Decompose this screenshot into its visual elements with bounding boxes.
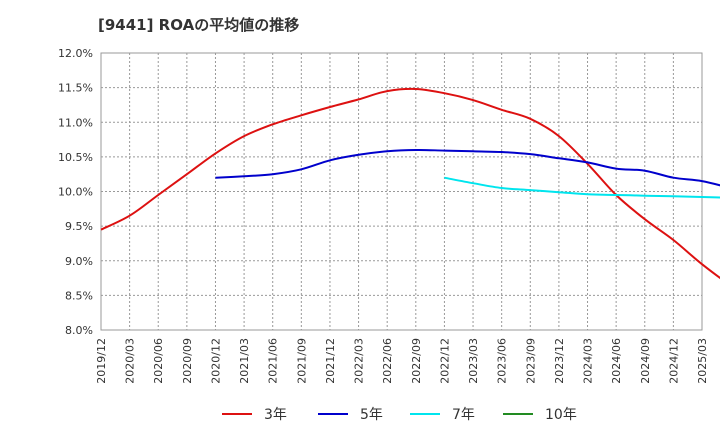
series-line (100, 87, 720, 280)
x-tick-label: 2022/09 (410, 338, 423, 384)
legend-label: 5年 (360, 407, 383, 423)
x-tick-label: 2024/06 (610, 338, 623, 384)
y-tick-label: 8.5% (65, 289, 93, 302)
x-tick-label: 2021/09 (295, 338, 308, 384)
legend-label: 3年 (264, 407, 287, 423)
y-tick-label: 10.5% (58, 151, 93, 164)
x-tick-label: 2021/06 (267, 338, 280, 384)
legend: 3年 5年 7年 10年 (222, 407, 577, 423)
x-tick-label: 2021/12 (324, 338, 337, 384)
x-tick-label: 2023/03 (467, 338, 480, 384)
series-line (215, 148, 720, 187)
y-tick-label: 11.0% (58, 116, 93, 129)
chart-title: [9441] ROAの平均値の推移 (98, 16, 300, 34)
y-tick-label: 12.0% (58, 47, 93, 60)
x-tick-label: 2021/03 (238, 338, 251, 384)
x-tick-label: 2023/12 (553, 338, 566, 384)
legend-item: 3年 (222, 407, 287, 423)
y-tick-label: 10.0% (58, 186, 93, 199)
legend-item: 7年 (410, 407, 475, 423)
x-tick-label: 2023/09 (524, 338, 537, 384)
x-tick-label: 2020/06 (152, 338, 165, 384)
y-tick-labels: 8.0% 8.5% 9.0% 9.5% 10.0% 10.5% 11.0% 11.5% 12.0… (58, 47, 93, 337)
x-tick-label: 2024/03 (582, 338, 595, 384)
x-tick-label: 2024/09 (639, 338, 652, 384)
grid-lines (101, 53, 702, 330)
x-tick-label: 2024/12 (667, 338, 680, 384)
x-tick-label: 2022/12 (438, 338, 451, 384)
x-tick-label: 2022/03 (353, 338, 366, 384)
x-tick-labels: 2019/12 2020/03 2020/06 2020/09 2020/12 2021/… (95, 338, 709, 384)
y-tick-label: 8.0% (65, 324, 93, 337)
legend-label: 10年 (545, 407, 577, 423)
x-tick-label: 2022/06 (381, 338, 394, 384)
x-tick-label: 2020/09 (181, 338, 194, 384)
y-tick-label: 9.5% (65, 220, 93, 233)
x-tick-label: 2023/06 (496, 338, 509, 384)
legend-item: 5年 (318, 407, 383, 423)
x-tick-label: 2020/03 (124, 338, 137, 384)
y-tick-label: 9.0% (65, 255, 93, 268)
series-line (444, 176, 720, 199)
legend-item: 10年 (503, 407, 577, 423)
x-tick-label: 2019/12 (95, 338, 108, 384)
legend-label: 7年 (452, 407, 475, 423)
x-tick-label: 2025/03 (696, 338, 709, 384)
x-tick-label: 2020/12 (209, 338, 222, 384)
y-tick-label: 11.5% (58, 82, 93, 95)
series-lines (100, 87, 720, 280)
